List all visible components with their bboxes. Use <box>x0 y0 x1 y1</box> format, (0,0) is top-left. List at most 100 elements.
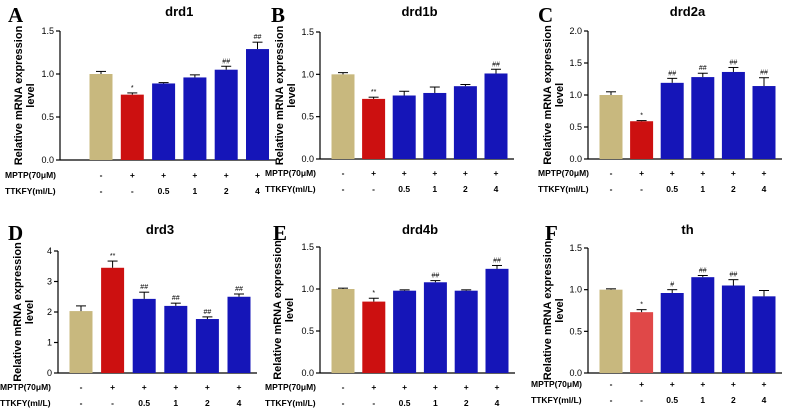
significance-mark: ** <box>371 89 377 96</box>
significance-mark: ## <box>492 61 500 68</box>
y-tick-label: 0 <box>47 368 52 378</box>
ttkfy-value: - <box>111 398 114 408</box>
y-axis-label: Relative mRNA expression <box>12 242 24 382</box>
panel-title: drd1 <box>165 4 193 19</box>
mptp-value: + <box>670 379 675 389</box>
ttkfy-value: - <box>131 186 134 196</box>
significance-mark: ## <box>235 286 243 293</box>
significance-mark: ## <box>668 70 676 77</box>
ttkfy-value: 2 <box>463 184 468 194</box>
ttkfy-value: 2 <box>205 398 210 408</box>
ttkfy-value: 0.5 <box>158 186 170 196</box>
bar <box>752 86 776 159</box>
bar <box>152 83 176 160</box>
mptp-value: + <box>161 170 166 180</box>
ttkfy-label: TTKFY(ml/L) <box>0 398 51 408</box>
ttkfy-value: 1 <box>700 395 705 405</box>
bar <box>599 289 623 373</box>
significance-mark: * <box>640 113 643 120</box>
ttkfy-value: 4 <box>237 398 242 408</box>
bar <box>195 319 219 373</box>
ttkfy-value: 1 <box>700 184 705 194</box>
y-tick-label: 1 <box>47 338 52 348</box>
y-axis-label: level <box>286 83 298 107</box>
y-tick-label: 0.0 <box>301 154 314 164</box>
ttkfy-value: - <box>100 186 103 196</box>
bar <box>691 77 715 159</box>
y-tick-label: 1.5 <box>301 27 314 37</box>
bar <box>423 92 447 159</box>
bar <box>331 289 355 373</box>
significance-mark: ## <box>699 268 707 275</box>
mptp-value: + <box>205 382 210 392</box>
panel-title: drd3 <box>146 222 174 237</box>
y-tick-label: 4 <box>47 246 52 256</box>
y-axis-label: level <box>25 83 37 107</box>
significance-mark: ## <box>493 257 501 264</box>
significance-mark: ## <box>172 295 180 302</box>
panel-letter: E <box>273 221 287 245</box>
significance-mark: ## <box>222 58 230 65</box>
bar <box>362 98 386 159</box>
mptp-value: + <box>173 382 178 392</box>
y-tick-label: 1.5 <box>569 243 582 253</box>
y-axis-label: Relative mRNA expression <box>13 25 25 165</box>
ttkfy-value: 2 <box>224 186 229 196</box>
y-axis-label: level <box>284 298 296 322</box>
significance-mark: * <box>372 290 375 297</box>
y-tick-label: 0.0 <box>41 155 54 165</box>
ttkfy-value: - <box>342 398 345 408</box>
panel-title: drd4b <box>402 222 438 237</box>
panel-letter: A <box>8 3 24 27</box>
mptp-value: + <box>731 168 736 178</box>
ttkfy-value: - <box>342 184 345 194</box>
y-tick-label: 2.0 <box>569 26 582 36</box>
mptp-value: + <box>670 168 675 178</box>
significance-mark: * <box>640 302 643 309</box>
bar <box>691 277 715 373</box>
bar <box>132 298 156 373</box>
y-tick-label: 0.5 <box>41 112 54 122</box>
bar <box>721 71 745 159</box>
y-tick-label: 0.0 <box>569 154 582 164</box>
mptp-label: MPTP(70μM) <box>265 382 316 392</box>
mptp-label: MPTP(70μM) <box>265 168 316 178</box>
mptp-value: + <box>237 382 242 392</box>
panel-letter: F <box>545 221 558 245</box>
y-tick-label: 0.0 <box>301 368 314 378</box>
y-tick-label: 0.5 <box>301 326 314 336</box>
bar <box>393 290 417 373</box>
bar <box>453 86 477 159</box>
ttkfy-value: 0.5 <box>399 398 411 408</box>
bar <box>423 282 447 373</box>
mptp-value: + <box>432 168 437 178</box>
ttkfy-value: 1 <box>173 398 178 408</box>
ttkfy-value: - <box>372 184 375 194</box>
mptp-value: - <box>342 382 345 392</box>
panel-title: drd2a <box>670 4 706 19</box>
mptp-value: + <box>224 170 229 180</box>
mptp-label: MPTP(70μM) <box>5 170 56 180</box>
mptp-value: + <box>371 168 376 178</box>
mptp-value: + <box>402 168 407 178</box>
bar <box>214 69 238 160</box>
ttkfy-label: TTKFY(ml/L) <box>538 184 589 194</box>
significance-mark: ## <box>730 59 738 66</box>
bar <box>183 77 207 160</box>
ttkfy-label: TTKFY(ml/L) <box>531 395 582 405</box>
significance-mark: ## <box>699 65 707 72</box>
ttkfy-value: 4 <box>762 184 767 194</box>
ttkfy-value: 0.5 <box>138 398 150 408</box>
y-tick-label: 0.5 <box>569 326 582 336</box>
mptp-value: - <box>610 168 613 178</box>
ttkfy-value: - <box>80 398 83 408</box>
significance-mark: ## <box>432 273 440 280</box>
mptp-value: + <box>433 382 438 392</box>
panel-title: th <box>681 222 693 237</box>
mptp-value: + <box>700 168 705 178</box>
bar <box>227 296 251 373</box>
mptp-value: + <box>142 382 147 392</box>
